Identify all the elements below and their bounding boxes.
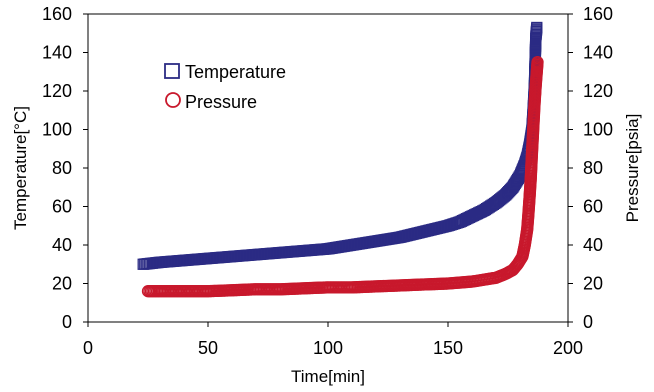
y-tick-label-right: 20 bbox=[583, 274, 603, 294]
x-axis-label: Time[min] bbox=[291, 367, 365, 386]
data-point bbox=[531, 21, 543, 34]
x-tick-label: 0 bbox=[83, 338, 93, 358]
series-temperature bbox=[137, 21, 543, 270]
y-tick-label-right: 80 bbox=[583, 158, 603, 178]
y-tick-label-left: 120 bbox=[42, 81, 72, 101]
y-tick-label-left: 40 bbox=[52, 235, 72, 255]
legend: Temperature Pressure bbox=[164, 62, 286, 112]
legend-label-pressure: Pressure bbox=[185, 92, 257, 112]
y-tick-label-left: 140 bbox=[42, 43, 72, 63]
y-tick-label-right: 60 bbox=[583, 197, 603, 217]
y-axis-label-right: Pressure[psia] bbox=[623, 114, 642, 223]
y-tick-label-left: 100 bbox=[42, 120, 72, 140]
y-tick-label-left: 0 bbox=[62, 312, 72, 332]
series-pressure bbox=[141, 55, 544, 298]
y-tick-label-right: 140 bbox=[583, 43, 613, 63]
tick-labels: 0 50 100 150 2000204060801001201401600204060… bbox=[42, 4, 613, 358]
y-tick-label-right: 40 bbox=[583, 235, 603, 255]
legend-marker-temperature bbox=[164, 63, 180, 79]
plot-series bbox=[137, 21, 544, 298]
y-axis-label-left: Temperature[°C] bbox=[11, 106, 30, 230]
x-tick-label: 150 bbox=[433, 338, 463, 358]
y-tick-label-left: 60 bbox=[52, 197, 72, 217]
y-tick-label-right: 120 bbox=[583, 81, 613, 101]
y-tick-label-left: 20 bbox=[52, 274, 72, 294]
y-tick-label-right: 0 bbox=[583, 312, 593, 332]
legend-marker-pressure bbox=[165, 92, 181, 108]
x-tick-label: 200 bbox=[553, 338, 583, 358]
y-tick-label-left: 80 bbox=[52, 158, 72, 178]
y-tick-label-left: 160 bbox=[42, 4, 72, 24]
x-tick-label: 50 bbox=[198, 338, 218, 358]
y-tick-label-right: 100 bbox=[583, 120, 613, 140]
legend-label-temperature: Temperature bbox=[185, 62, 286, 82]
y-tick-label-right: 160 bbox=[583, 4, 613, 24]
data-point bbox=[531, 55, 544, 69]
tick-marks bbox=[83, 13, 573, 327]
x-tick-label: 100 bbox=[313, 338, 343, 358]
